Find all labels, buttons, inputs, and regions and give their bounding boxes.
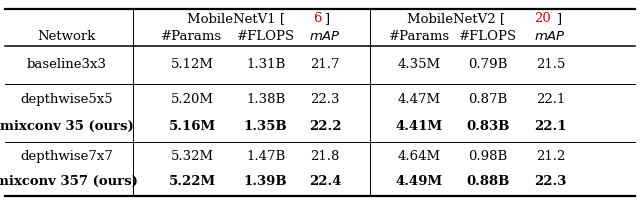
Text: 5.16M: 5.16M — [168, 120, 216, 133]
Text: 21.2: 21.2 — [536, 150, 565, 163]
Text: #FLOPS: #FLOPS — [459, 30, 516, 43]
Text: 22.1: 22.1 — [536, 93, 565, 106]
Text: MobileNetV2 [: MobileNetV2 [ — [408, 12, 506, 25]
Text: ]: ] — [556, 12, 561, 25]
Text: MobileNetV1 [: MobileNetV1 [ — [186, 12, 285, 25]
Text: 0.83B: 0.83B — [466, 120, 509, 133]
Text: Network: Network — [37, 30, 96, 43]
Text: 21.8: 21.8 — [310, 150, 340, 163]
Text: 1.39B: 1.39B — [244, 175, 287, 188]
Text: 5.12M: 5.12M — [170, 58, 214, 72]
Text: 1.31B: 1.31B — [246, 58, 285, 72]
Text: 4.64M: 4.64M — [397, 150, 441, 163]
Text: 4.49M: 4.49M — [396, 175, 443, 188]
Text: #FLOPS: #FLOPS — [237, 30, 294, 43]
Text: 5.22M: 5.22M — [168, 175, 216, 188]
Text: 22.3: 22.3 — [534, 175, 566, 188]
Text: $\it{mAP}$: $\it{mAP}$ — [309, 30, 341, 43]
Text: 0.98B: 0.98B — [468, 150, 508, 163]
Text: 0.87B: 0.87B — [468, 93, 508, 106]
Text: 4.47M: 4.47M — [397, 93, 441, 106]
Text: 1.35B: 1.35B — [244, 120, 287, 133]
Text: baseline3x3: baseline3x3 — [27, 58, 106, 72]
Text: 1.38B: 1.38B — [246, 93, 285, 106]
Text: depthwise5x5: depthwise5x5 — [20, 93, 113, 106]
Text: 1.47B: 1.47B — [246, 150, 285, 163]
Text: 21.7: 21.7 — [310, 58, 340, 72]
Text: 0.79B: 0.79B — [468, 58, 508, 72]
Text: 22.4: 22.4 — [309, 175, 341, 188]
Text: 5.20M: 5.20M — [170, 93, 214, 106]
Text: 4.41M: 4.41M — [396, 120, 443, 133]
Text: 0.88B: 0.88B — [466, 175, 509, 188]
Text: ]: ] — [324, 12, 329, 25]
Text: 4.35M: 4.35M — [397, 58, 441, 72]
Text: #Params: #Params — [388, 30, 450, 43]
Text: 5.32M: 5.32M — [170, 150, 214, 163]
Text: $\it{mAP}$: $\it{mAP}$ — [534, 30, 566, 43]
Text: depthwise7x7: depthwise7x7 — [20, 150, 113, 163]
Text: #Params: #Params — [161, 30, 223, 43]
Text: 22.2: 22.2 — [309, 120, 341, 133]
Text: 21.5: 21.5 — [536, 58, 565, 72]
Text: 6: 6 — [313, 12, 321, 25]
Text: 22.1: 22.1 — [534, 120, 566, 133]
Text: mixconv 35 (ours): mixconv 35 (ours) — [0, 120, 133, 133]
Text: mixconv 357 (ours): mixconv 357 (ours) — [0, 175, 138, 188]
Text: 22.3: 22.3 — [310, 93, 340, 106]
Text: 20: 20 — [534, 12, 550, 25]
